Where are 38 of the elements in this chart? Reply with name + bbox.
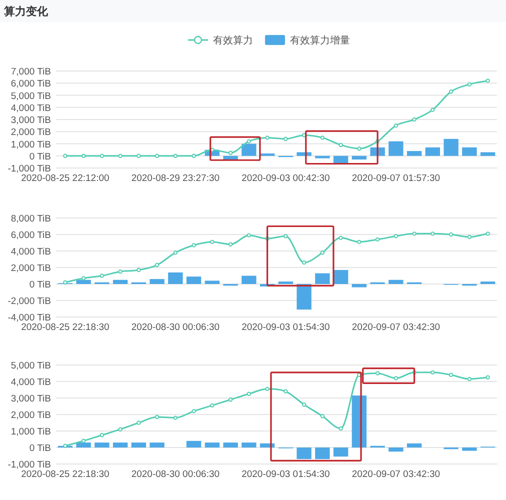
y-tick-label: -2,000 TiB [8,296,51,307]
y-tick-label: 1,000 TiB [10,426,51,438]
x-tick-label: 2020-08-30 00:06:30 [131,469,220,480]
x-tick-label: 2020-09-07 01:57:30 [352,173,440,184]
x-tick-label: 2020-09-03 01:54:30 [242,322,330,333]
x-tick-label: 2020-09-07 03:42:30 [352,322,440,333]
y-tick-label: 5,000 TiB [10,360,51,372]
x-tick-label: 2020-08-30 00:06:30 [131,322,220,333]
legend-label: 有效算力 [213,34,253,46]
chart-title: 算力变化 [3,5,49,18]
y-tick-label: 0 TiB [29,280,51,290]
y-tick-label: 5,000 TiB [10,90,51,102]
x-tick-label: 2020-09-03 00:42:30 [242,173,330,184]
x-tick-label: 2020-09-03 01:54:30 [242,469,330,480]
y-tick-label: 7,000 TiB [10,66,51,78]
y-tick-label: -1,000 TiB [8,164,51,174]
y-tick-label: 6,000 TiB [10,230,51,241]
y-tick-label: 2,000 TiB [10,127,51,138]
y-tick-label: 3,000 TiB [10,115,51,126]
legend-label: 有效算力增量 [290,34,350,46]
x-tick-label: 2020-08-25 22:18:30 [21,469,110,480]
y-tick-label: 0 TiB [29,151,51,162]
y-tick-label: 2,000 TiB [10,410,51,421]
y-tick-label: 1,000 TiB [10,139,51,150]
x-tick-label: 2020-08-25 22:18:30 [21,322,110,333]
y-tick-label: -1,000 TiB [8,460,51,470]
x-tick-label: 2020-08-25 22:12:00 [21,173,110,184]
y-tick-label: 8,000 TiB [10,214,51,224]
y-tick-label: 3,000 TiB [10,394,51,404]
y-tick-label: 4,000 TiB [10,102,51,114]
y-tick-label: 2,000 TiB [10,263,51,274]
y-tick-label: 4,000 TiB [10,246,51,258]
y-tick-label: -4,000 TiB [8,312,51,324]
y-tick-label: 6,000 TiB [10,78,51,90]
x-tick-label: 2020-08-29 23:27:30 [131,173,220,184]
x-tick-label: 2020-09-07 03:42:30 [352,469,440,480]
y-tick-label: 4,000 TiB [10,377,51,388]
y-tick-label: 0 TiB [29,443,51,454]
